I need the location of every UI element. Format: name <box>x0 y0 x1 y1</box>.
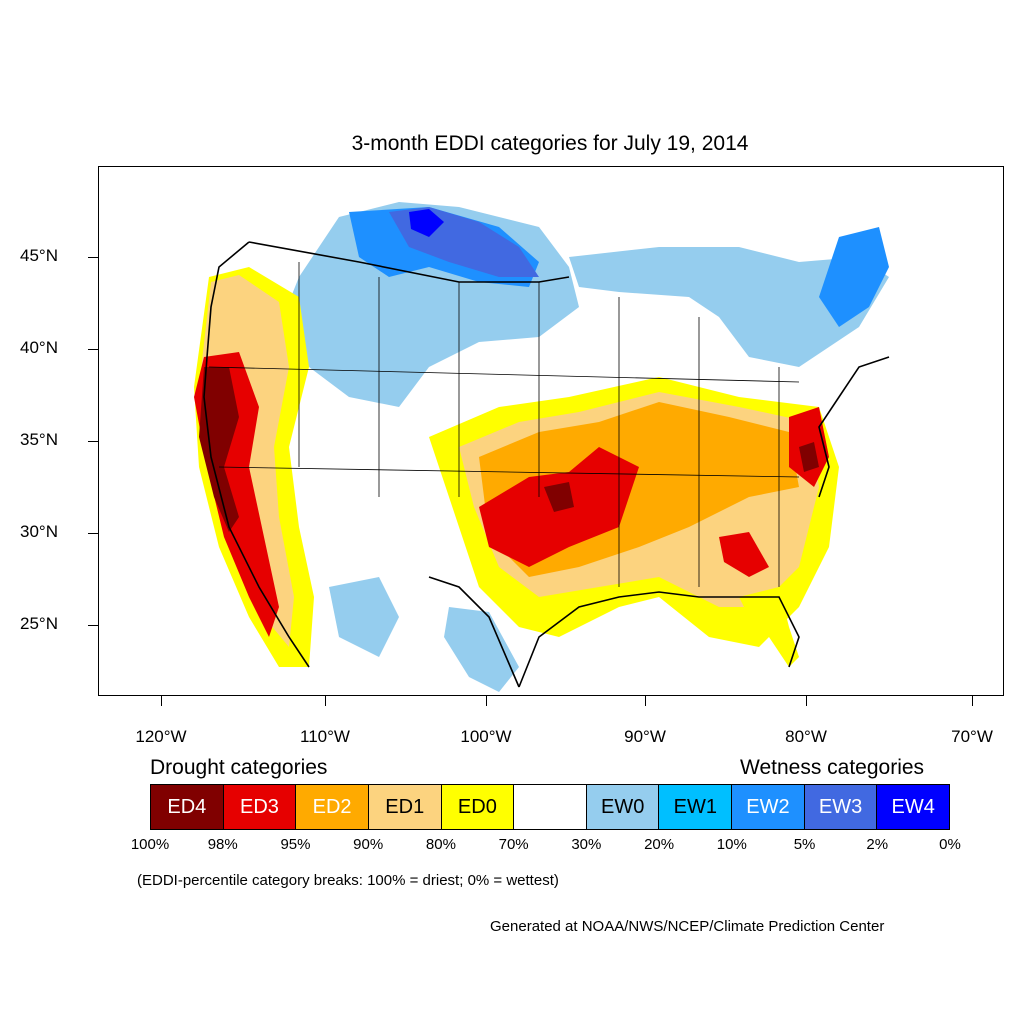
legend-box-ed3: ED3 <box>223 785 297 829</box>
lon-label-90: 90°W <box>624 727 666 746</box>
lat-label-45: 45°N <box>20 246 58 265</box>
lon-tick <box>645 696 646 706</box>
legend-box-ed1: ED1 <box>368 785 442 829</box>
percentile-break-label: 98% <box>207 836 238 853</box>
lat-label-25: 25°N <box>20 614 58 633</box>
map-area <box>98 166 1004 696</box>
state-boundaries <box>208 262 800 587</box>
credit-text: Generated at NOAA/NWS/NCEP/Climate Predi… <box>490 918 885 935</box>
drought-southeast-ed3 <box>719 532 769 577</box>
wet-region-northeast <box>819 227 889 327</box>
legend-box-ew4: EW4 <box>877 785 950 829</box>
wet-region-southwest <box>329 577 399 657</box>
lon-tick <box>325 696 326 706</box>
percentile-break-label: 2% <box>866 836 889 853</box>
lat-label-30: 30°N <box>20 522 58 541</box>
lat-tick <box>88 257 98 258</box>
lat-tick <box>88 349 98 350</box>
legend-box-ew0: EW0 <box>586 785 660 829</box>
drought-west-coast-ed4 <box>199 367 239 532</box>
legend-box-ew1: EW1 <box>659 785 733 829</box>
percentile-break-label: 90% <box>353 836 384 853</box>
percentile-break-label: 20% <box>644 836 675 853</box>
percentile-break-label: 70% <box>498 836 529 853</box>
percentile-break-label: 95% <box>280 836 311 853</box>
lon-tick <box>972 696 973 706</box>
wetness-categories-heading: Wetness categories <box>740 756 925 779</box>
legend-box-ew3: EW3 <box>804 785 878 829</box>
eddi-map <box>194 202 890 692</box>
lon-label-80: 80°W <box>785 727 827 746</box>
legend-box-ed4: ED4 <box>151 785 224 829</box>
map-title: 3-month EDDI categories for July 19, 201… <box>351 132 749 155</box>
lat-label-35: 35°N <box>20 430 58 449</box>
legend-box-ed0: ED0 <box>441 785 515 829</box>
lon-label-110: 110°W <box>300 727 350 746</box>
lon-tick <box>486 696 487 706</box>
legend-box-ew2: EW2 <box>732 785 805 829</box>
lon-label-70: 70°W <box>951 727 993 746</box>
drought-east-ed4 <box>799 442 819 472</box>
lon-label-120: 120°W <box>135 727 187 746</box>
wet-region-texas <box>444 607 519 692</box>
legend-box-neutral <box>514 785 587 829</box>
percentile-break-label: 10% <box>716 836 747 853</box>
percentile-break-label: 80% <box>425 836 456 853</box>
category-legend: ED4 ED3 ED2 ED1 ED0 EW0 EW1 EW2 EW3 EW4 <box>150 784 950 830</box>
wet-region-great-lakes <box>569 247 889 367</box>
percentile-break-label: 30% <box>571 836 602 853</box>
lon-label-100: 100°W <box>460 727 512 746</box>
wet-region-ew4 <box>409 209 444 237</box>
drought-central-ed4 <box>544 482 574 512</box>
drought-categories-heading: Drought categories <box>150 756 328 779</box>
percentile-break-label: 0% <box>939 836 961 853</box>
lat-tick <box>88 533 98 534</box>
lon-tick <box>161 696 162 706</box>
legend-box-ed2: ED2 <box>296 785 369 829</box>
percentile-break-label: 5% <box>793 836 816 853</box>
lat-tick <box>88 625 98 626</box>
percentile-break-label: 100% <box>130 836 170 853</box>
lat-label-40: 40°N <box>20 338 58 357</box>
category-note: (EDDI-percentile category breaks: 100% =… <box>137 872 559 889</box>
lat-tick <box>88 441 98 442</box>
lon-tick <box>806 696 807 706</box>
